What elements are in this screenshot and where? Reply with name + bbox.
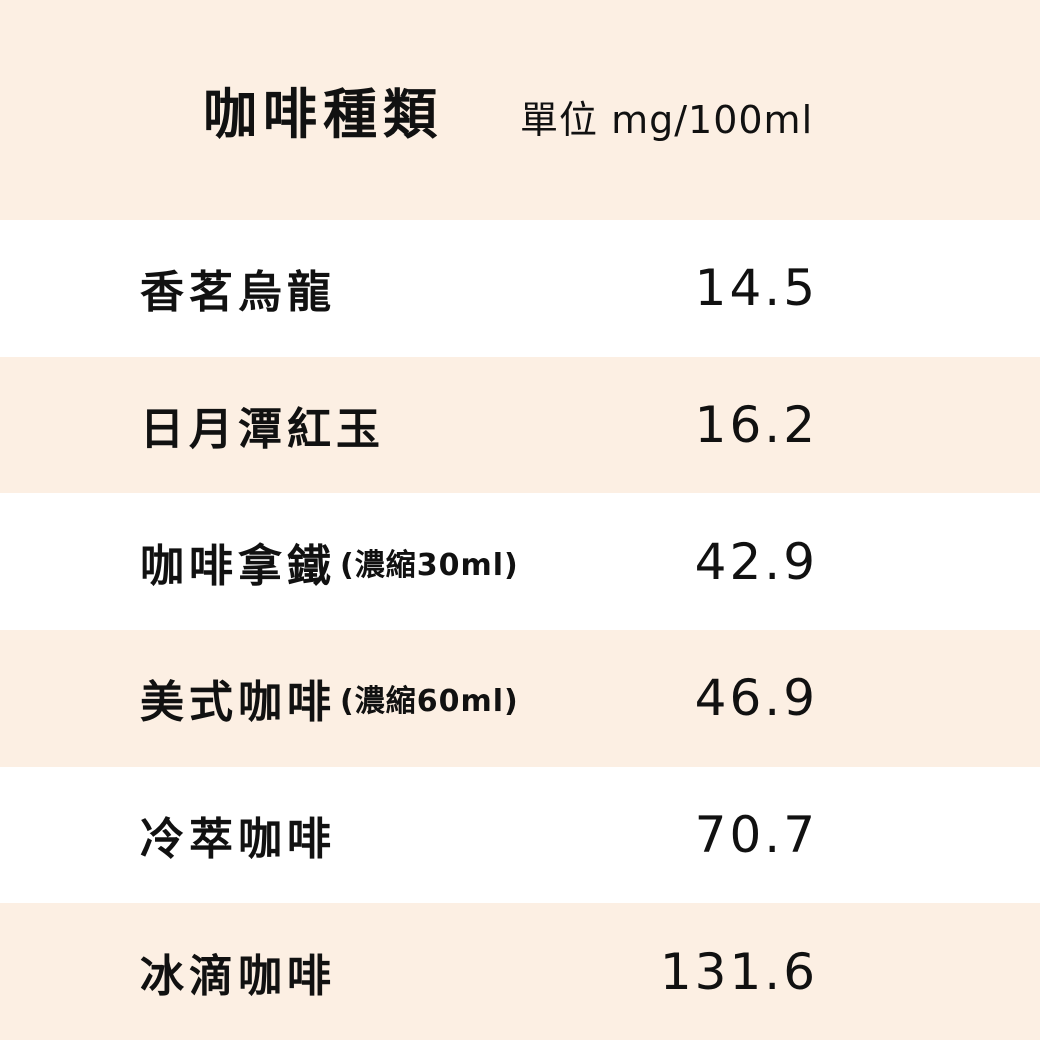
row-name-text: 日月潭紅玉 (140, 404, 385, 456)
table-row: 冰滴咖啡 131.6 (0, 903, 1040, 1040)
table-row: 咖啡拿鐵 (濃縮30ml) 42.9 (0, 493, 1040, 631)
row-name: 冷萃咖啡 (140, 767, 336, 904)
row-value: 131.6 (659, 942, 818, 1001)
row-name-text: 美式咖啡 (140, 677, 336, 729)
row-name-text: 香茗烏龍 (140, 267, 336, 319)
column-title: 咖啡種類 (203, 83, 443, 146)
row-name-text: 冷萃咖啡 (140, 814, 336, 866)
row-name: 咖啡拿鐵 (濃縮30ml) (140, 493, 519, 630)
table-row: 日月潭紅玉 16.2 (0, 356, 1040, 494)
row-value: 16.2 (694, 396, 818, 455)
row-name: 日月潭紅玉 (140, 357, 385, 494)
table-row: 冷萃咖啡 70.7 (0, 766, 1040, 904)
table-row: 美式咖啡 (濃縮60ml) 46.9 (0, 630, 1040, 767)
row-value: 70.7 (694, 806, 818, 865)
row-name-text: 冰滴咖啡 (140, 950, 336, 1002)
row-value: 46.9 (694, 669, 818, 728)
unit-label: 單位 mg/100ml (520, 98, 814, 142)
row-value: 14.5 (694, 259, 818, 318)
row-note: (濃縮30ml) (340, 547, 519, 583)
row-name: 冰滴咖啡 (140, 903, 336, 1040)
row-name: 美式咖啡 (濃縮60ml) (140, 630, 519, 767)
table-header: 咖啡種類 單位 mg/100ml (0, 0, 1040, 220)
table-row: 香茗烏龍 14.5 (0, 220, 1040, 357)
row-value: 42.9 (694, 532, 818, 591)
row-name: 香茗烏龍 (140, 220, 336, 357)
row-note: (濃縮60ml) (340, 684, 519, 720)
row-name-text: 咖啡拿鐵 (140, 540, 336, 592)
